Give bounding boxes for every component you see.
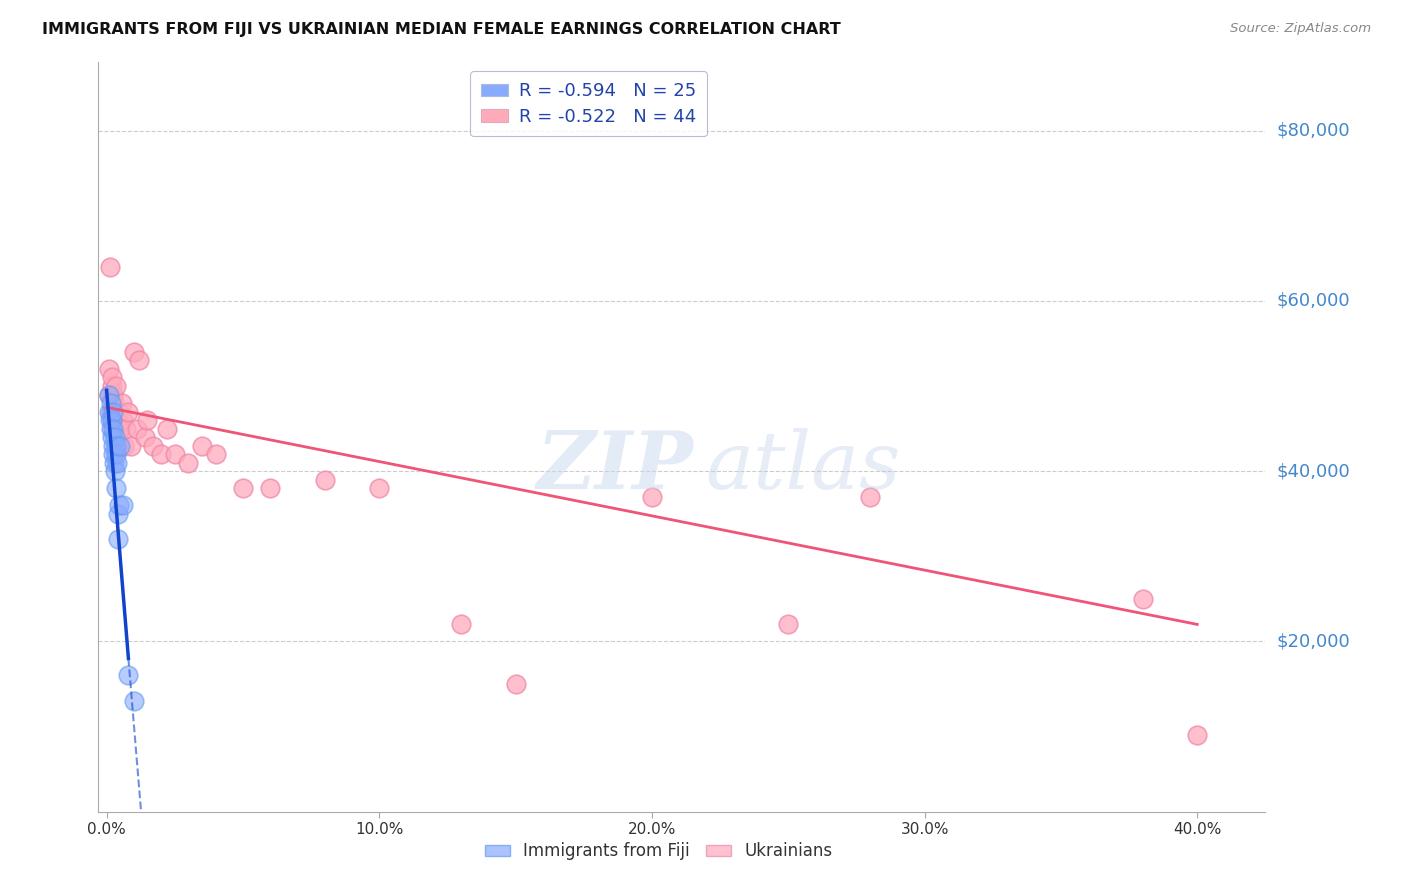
Point [778, 617, 800, 632]
Point [641, 490, 664, 504]
Point [368, 481, 391, 495]
Point [105, 481, 128, 495]
Point [112, 439, 135, 453]
Point [101, 439, 124, 453]
Point [114, 421, 136, 435]
Point [105, 456, 128, 470]
Point [163, 447, 186, 461]
Point [134, 430, 156, 444]
Point [103, 456, 125, 470]
Point [103, 387, 125, 401]
Point [107, 507, 129, 521]
Point [104, 413, 127, 427]
Point [101, 413, 124, 427]
Point [104, 447, 127, 461]
Point [232, 481, 254, 495]
Point [98, 413, 121, 427]
Point [105, 379, 128, 393]
Point [122, 694, 145, 708]
Point [98, 362, 121, 376]
Point [100, 396, 122, 410]
Point [859, 490, 882, 504]
Point [100, 413, 122, 427]
Point [204, 447, 226, 461]
Point [122, 345, 145, 359]
Point [104, 430, 127, 444]
Point [117, 668, 139, 682]
Point [128, 353, 150, 368]
Point [117, 404, 139, 418]
Text: atlas: atlas [706, 428, 901, 506]
Point [136, 413, 159, 427]
Point [105, 439, 128, 453]
Point [110, 439, 132, 453]
Point [100, 404, 122, 418]
Point [259, 481, 281, 495]
Text: IMMIGRANTS FROM FIJI VS UKRAINIAN MEDIAN FEMALE EARNINGS CORRELATION CHART: IMMIGRANTS FROM FIJI VS UKRAINIAN MEDIAN… [42, 22, 841, 37]
Point [110, 396, 132, 410]
Point [100, 379, 122, 393]
Point [104, 404, 127, 418]
Point [1187, 728, 1209, 742]
Point [103, 447, 125, 461]
Point [104, 464, 127, 478]
Point [107, 533, 129, 547]
Text: ZIP: ZIP [537, 428, 693, 506]
Point [110, 421, 132, 435]
Text: Source: ZipAtlas.com: Source: ZipAtlas.com [1230, 22, 1371, 36]
Point [101, 370, 124, 384]
Legend: Immigrants from Fiji, Ukrainians: Immigrants from Fiji, Ukrainians [478, 836, 839, 867]
Point [1132, 591, 1154, 606]
Text: $80,000: $80,000 [1277, 121, 1350, 139]
Point [107, 430, 129, 444]
Point [108, 498, 131, 512]
Point [98, 260, 121, 274]
Point [125, 421, 148, 435]
Point [108, 404, 131, 418]
Point [101, 404, 124, 418]
Point [100, 421, 122, 435]
Point [103, 421, 125, 435]
Point [97, 387, 120, 401]
Point [142, 439, 165, 453]
Point [155, 421, 177, 435]
Point [150, 447, 173, 461]
Point [314, 473, 336, 487]
Text: $20,000: $20,000 [1277, 632, 1350, 650]
Point [111, 498, 134, 512]
Point [191, 439, 214, 453]
Point [177, 456, 200, 470]
Point [505, 677, 527, 691]
Point [97, 404, 120, 418]
Text: $40,000: $40,000 [1277, 462, 1350, 480]
Point [101, 430, 124, 444]
Point [111, 413, 134, 427]
Point [450, 617, 472, 632]
Point [103, 396, 125, 410]
Point [98, 387, 121, 401]
Text: $60,000: $60,000 [1277, 292, 1350, 310]
Point [120, 439, 142, 453]
